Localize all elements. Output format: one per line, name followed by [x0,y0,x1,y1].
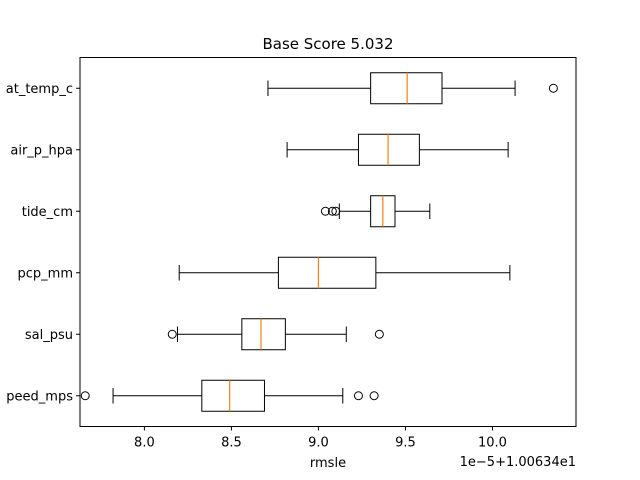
box-iqr [357,133,420,166]
flier-point [327,206,337,216]
flier-point [369,391,379,401]
chart-title: Base Score 5.032 [262,35,393,53]
y-tick-label: sal_psu [25,328,73,343]
plot-frame [79,57,577,427]
box-iqr [370,72,443,105]
box-iqr [201,379,265,412]
flier-point [320,206,330,216]
x-axis-label: rmsle [310,456,346,471]
flier-point [374,329,384,339]
x-axis-offset-label: 1e−5+1.00634e1 [460,455,576,470]
box-iqr [277,256,377,289]
flier-point [167,329,177,339]
plot-area: 8.0 8.5 9.0 9.5 10.0 at_temp_c air_p_hpa tide_c… [6,72,558,451]
x-tick-label: 10.0 [478,436,507,451]
y-tick-label: pcp_mm [18,266,73,281]
flier-point [331,206,341,216]
y-tick-label: at_temp_c [6,82,73,97]
flier-point [80,391,90,401]
box-iqr [241,318,286,351]
flier-point [548,83,558,93]
x-tick-label: 8.0 [134,436,155,451]
y-tick-label: air_p_hpa [10,143,73,158]
y-tick-label: peed_mps [6,389,73,404]
x-tick-label: 9.0 [308,436,329,451]
flier-point [353,391,363,401]
y-tick-label: tide_cm [22,205,73,220]
x-tick-label: 8.5 [221,436,242,451]
x-tick-label: 9.5 [395,436,416,451]
